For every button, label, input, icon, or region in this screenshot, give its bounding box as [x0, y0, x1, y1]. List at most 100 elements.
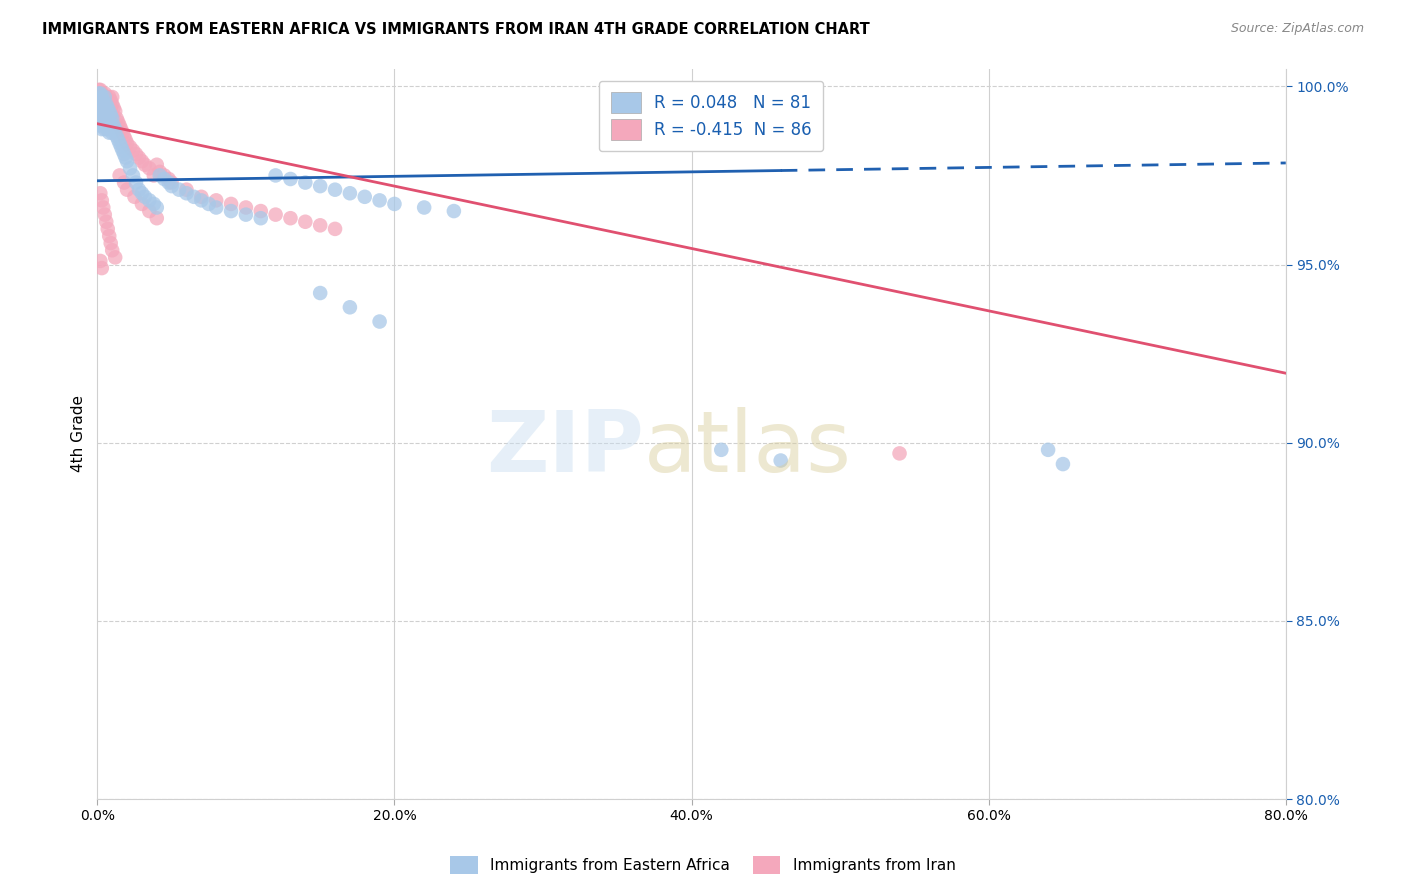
Point [115, 136, 138, 151]
Point [153, 169, 176, 183]
Point [149, 169, 172, 183]
Point [94, 122, 117, 136]
Point [90, 101, 112, 115]
Point [264, 208, 287, 222]
Point [105, 129, 128, 144]
Point [205, 201, 228, 215]
Point [89, 108, 111, 122]
Point [91, 90, 114, 104]
Point [98, 126, 121, 140]
Point [280, 172, 302, 186]
Point [100, 94, 122, 108]
Point [183, 190, 205, 204]
Point [104, 104, 127, 119]
Point [98, 104, 121, 119]
Point [219, 197, 242, 211]
Point [94, 112, 117, 126]
Point [131, 154, 153, 169]
Point [160, 179, 183, 194]
Point [205, 194, 228, 208]
Point [89, 97, 111, 112]
Point [103, 101, 125, 115]
Point [97, 101, 120, 115]
Point [138, 194, 160, 208]
Point [87, 97, 110, 112]
Point [413, 201, 436, 215]
Point [90, 101, 112, 115]
Point [101, 126, 124, 140]
Point [89, 254, 111, 268]
Point [146, 201, 169, 215]
Point [90, 87, 112, 101]
Point [107, 115, 129, 129]
Point [122, 169, 145, 183]
Point [110, 122, 132, 136]
Point [101, 244, 124, 258]
Point [280, 211, 302, 226]
Point [98, 97, 121, 112]
Point [889, 446, 911, 460]
Point [294, 176, 316, 190]
Point [118, 140, 141, 154]
Point [219, 204, 242, 219]
Point [96, 215, 118, 229]
Point [114, 151, 136, 165]
Point [235, 201, 257, 215]
Point [160, 176, 183, 190]
Text: ZIP: ZIP [486, 407, 644, 490]
Point [108, 169, 131, 183]
Point [112, 176, 135, 190]
Point [97, 101, 120, 115]
Point [91, 115, 114, 129]
Point [323, 183, 346, 197]
Point [339, 186, 361, 201]
Y-axis label: 4th Grade: 4th Grade [72, 395, 86, 472]
Point [309, 219, 332, 233]
Point [176, 186, 198, 201]
Point [122, 144, 145, 158]
Legend: Immigrants from Eastern Africa, Immigrants from Iran: Immigrants from Eastern Africa, Immigran… [444, 850, 962, 880]
Point [142, 197, 165, 211]
Text: IMMIGRANTS FROM EASTERN AFRICA VS IMMIGRANTS FROM IRAN 4TH GRADE CORRELATION CHA: IMMIGRANTS FROM EASTERN AFRICA VS IMMIGR… [42, 22, 870, 37]
Point [100, 236, 122, 251]
Point [115, 154, 138, 169]
Text: atlas: atlas [644, 407, 852, 490]
Point [100, 108, 122, 122]
Point [91, 97, 114, 112]
Point [89, 186, 111, 201]
Point [190, 194, 212, 208]
Point [368, 314, 391, 328]
Point [90, 122, 112, 136]
Point [769, 453, 792, 467]
Point [94, 108, 117, 122]
Point [167, 183, 190, 197]
Point [125, 176, 148, 190]
Point [89, 97, 111, 112]
Point [339, 300, 361, 314]
Point [96, 119, 118, 133]
Point [90, 261, 112, 276]
Point [176, 183, 198, 197]
Point [89, 90, 111, 104]
Point [91, 104, 114, 119]
Point [98, 115, 121, 129]
Point [94, 90, 117, 104]
Point [89, 87, 111, 101]
Point [94, 101, 117, 115]
Point [97, 122, 120, 136]
Point [134, 190, 156, 204]
Point [1036, 442, 1059, 457]
Point [87, 87, 110, 101]
Point [100, 101, 122, 115]
Point [90, 94, 112, 108]
Point [309, 179, 332, 194]
Point [97, 94, 120, 108]
Point [108, 136, 131, 151]
Point [114, 133, 136, 147]
Point [128, 183, 150, 197]
Point [249, 204, 271, 219]
Point [87, 90, 110, 104]
Point [309, 286, 332, 301]
Point [138, 161, 160, 176]
Point [149, 165, 172, 179]
